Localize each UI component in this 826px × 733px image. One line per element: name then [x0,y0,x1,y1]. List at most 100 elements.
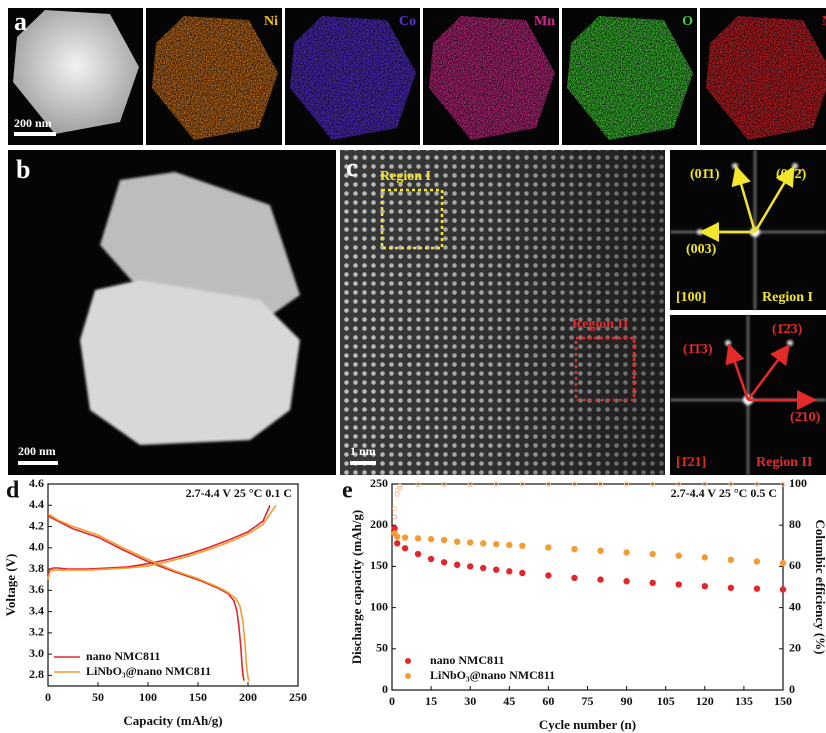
capacity-point [572,546,578,552]
scale-label: 200 nm [14,116,52,130]
y2-tick-label: 40 [789,599,801,613]
capacity-point [650,551,656,557]
y2-tick-label: 0 [789,682,795,696]
y2-tick-label: 100 [789,476,807,490]
capacity-point [624,550,630,556]
y2-tick-label: 60 [789,558,801,572]
capacity-point [467,564,473,570]
y2-axis-title: Columbic efficiency (%) [813,519,826,654]
scale-label: 200 nm [18,444,56,458]
x-tick-label: 75 [582,694,594,708]
x-tick-label: 100 [139,690,157,704]
spot-label: (01̄2̄) [776,167,807,182]
capacity-point [780,587,786,593]
capacity-point [702,583,708,589]
capacity-point [394,534,400,540]
y-tick-label: 100 [370,599,388,613]
capacity-point [507,542,513,548]
capacity-point [441,537,447,543]
legend-label: nano NMC811 [430,653,504,667]
capacity-point [728,585,734,591]
spot-label: (2̄10) [790,410,821,425]
spot-label: (003) [686,242,717,257]
x-tick-label: 90 [621,694,633,708]
y-tick-label: 3.0 [29,646,44,660]
capacity-point [415,551,421,557]
x-tick-label: 120 [696,694,714,708]
capacity-point [520,543,526,549]
capacity-point [702,555,708,561]
capacity-point [754,559,760,565]
scale-bar [350,461,376,465]
capacity-point [454,562,460,568]
efficiency-point [393,507,397,511]
zone-axis: [100] [676,290,706,305]
x-tick-label: 45 [503,694,515,708]
efficiency-point [393,515,397,519]
spot-label: (1̄1̄3) [683,342,713,357]
y-tick-label: 0 [382,682,388,696]
spot-label: (1̄2̄3) [772,322,803,337]
legend-label: LiNbO₃@nano NMC811 [86,664,211,678]
capacity-point [394,541,400,547]
capacity-point [780,560,786,566]
x-tick-label: 135 [735,694,753,708]
panel-label: a [14,7,27,36]
capacity-point [728,557,734,563]
y-tick-label: 2.8 [29,667,44,681]
y2-tick-label: 20 [789,641,801,655]
spot-label: (01̄1) [690,167,720,182]
capacity-point [402,535,408,541]
annotation: 2.7-4.4 V 25 °C 0.1 C [186,486,292,500]
capacity-point [546,573,552,579]
capacity-point [493,541,499,547]
legend-swatch [405,658,411,664]
y-tick-label: 3.6 [29,582,44,596]
x-tick-label: 60 [542,694,554,708]
x-tick-label: 50 [92,690,104,704]
capacity-point [598,548,604,554]
capacity-point [520,570,526,576]
map-label: Co [399,14,416,29]
x-tick-label: 0 [389,694,395,708]
y2-tick-label: 80 [789,517,801,531]
capacity-point [572,575,578,581]
x-tick-label: 105 [657,694,675,708]
y-tick-label: 3.4 [29,603,44,617]
capacity-point [454,539,460,545]
capacity-point [676,582,682,588]
capacity-point [415,536,421,542]
capacity-point [650,580,656,586]
capacity-point [441,559,447,565]
image-shading [340,150,665,475]
region-label: Region II [572,317,628,332]
y-tick-label: 50 [376,641,388,655]
panel-a: a 200 nm Ni Co Mn O Nb [8,7,826,145]
capacity-point [428,556,434,562]
x-tick-label: 0 [45,690,51,704]
x-tick-label: 250 [289,690,307,704]
capacity-point [598,577,604,583]
panel-label: d [6,478,20,504]
legend-label: nano NMC811 [86,649,160,663]
legend-swatch [405,673,411,679]
capacity-point [676,553,682,559]
capacity-point [402,545,408,551]
panel-label: c [346,153,358,182]
y-tick-label: 4.4 [29,497,44,511]
y-tick-label: 4.0 [29,540,44,554]
region-label: Region I [380,169,431,184]
y-tick-label: 3.8 [29,561,44,575]
capacity-point [467,540,473,546]
y-axis-title: Discharge capacity (mAh/g) [349,510,364,665]
map-label: Mn [534,14,555,29]
map-label: Nb [822,14,826,29]
y-tick-label: 150 [370,558,388,572]
capacity-point [428,536,434,542]
panel-label: e [342,478,353,504]
capacity-point [546,545,552,551]
x-tick-label: 150 [774,694,792,708]
fft-region: Region II [756,455,812,470]
fft-region: Region I [762,290,813,305]
capacity-point [493,567,499,573]
